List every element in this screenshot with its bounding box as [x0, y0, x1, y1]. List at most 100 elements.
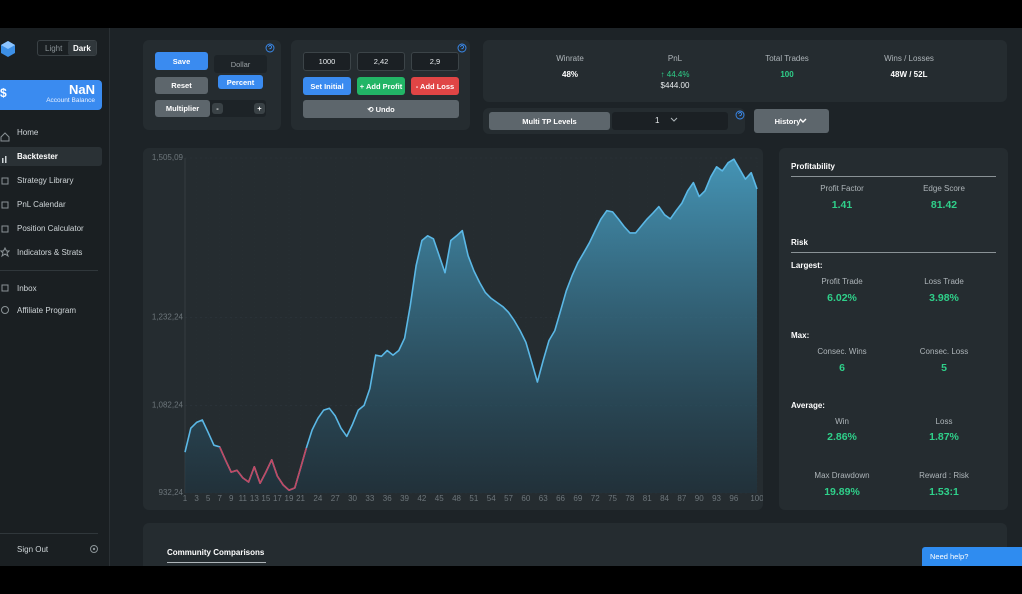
nav-item[interactable]: Affiliate Program: [17, 306, 76, 315]
x-tick-label: 57: [504, 494, 513, 503]
community-panel: [143, 523, 1007, 566]
history-button[interactable]: History: [754, 109, 829, 133]
metric-value: 3.98%: [929, 292, 959, 304]
profit-input[interactable]: 2,42: [357, 52, 405, 71]
x-tick-label: 21: [296, 494, 305, 503]
x-tick-label: 33: [365, 494, 374, 503]
sign-out[interactable]: Sign Out: [17, 545, 49, 554]
tab-underline: [167, 562, 266, 563]
theme-toggle[interactable]: [37, 40, 97, 56]
divider: [791, 176, 996, 177]
nav-item[interactable]: Strategy Library: [17, 176, 74, 185]
x-tick-label: 39: [400, 494, 409, 503]
community-tab[interactable]: Community Comparisons: [167, 548, 265, 557]
x-tick-label: 75: [608, 494, 617, 503]
metric-label: Loss: [935, 417, 953, 426]
x-tick-label: 90: [695, 494, 704, 503]
x-tick-label: 66: [556, 494, 565, 503]
tp-select[interactable]: [612, 112, 728, 130]
metric-value: 19.89%: [824, 486, 860, 498]
x-tick-label: 45: [435, 494, 444, 503]
undo-button[interactable]: ⟲ Undo: [303, 100, 459, 118]
x-tick-label: 72: [591, 494, 600, 503]
area: [185, 159, 757, 493]
x-tick-label: 13: [250, 494, 259, 503]
group-title: Max:: [791, 331, 810, 340]
stat-value: 48%: [561, 70, 579, 79]
divider: [0, 533, 98, 534]
tp-value[interactable]: 1: [655, 116, 660, 125]
settings-icon[interactable]: [89, 544, 99, 554]
nav-active: [0, 147, 102, 166]
x-tick-label: 96: [729, 494, 738, 503]
x-tick-label: 51: [469, 494, 478, 503]
nav-item[interactable]: Indicators & Strats: [17, 248, 83, 257]
negative-line: [218, 446, 308, 491]
save-button[interactable]: Save: [155, 52, 208, 70]
add-loss-button[interactable]: - Add Loss: [411, 77, 459, 95]
metrics-panel: [779, 148, 1008, 510]
y-tick-label: 1,505,09: [152, 153, 184, 162]
x-tick-label: 9: [229, 494, 234, 503]
stats-panel: [483, 40, 1007, 102]
balance-value: NaN: [68, 82, 95, 97]
metric-value: 1.41: [831, 199, 853, 211]
nav-item[interactable]: PnL Calendar: [17, 200, 66, 209]
nav-item[interactable]: Backtester: [17, 152, 58, 161]
x-tick-label: 63: [539, 494, 548, 503]
metric-label: Consec. Wins: [817, 347, 867, 356]
set-initial-button[interactable]: Set Initial: [303, 77, 351, 95]
metric-label: Edge Score: [923, 184, 965, 193]
reset-button[interactable]: Reset: [155, 77, 208, 94]
stat-value: 48W / 52L: [890, 70, 928, 79]
x-tick-label: 3: [194, 494, 199, 503]
section-title: Risk: [791, 238, 808, 247]
x-tick-label: 84: [660, 494, 669, 503]
y-tick-label: 1,082,24: [152, 400, 184, 409]
add-profit-button[interactable]: + Add Profit: [357, 77, 405, 95]
metric-value: 5: [941, 362, 947, 374]
theme-dark[interactable]: Dark: [73, 44, 91, 53]
x-tick-label: 5: [206, 494, 211, 503]
percent-toggle[interactable]: Percent: [218, 75, 263, 89]
metric-value: 6: [839, 362, 845, 374]
group-title: Largest:: [791, 261, 823, 270]
x-tick-label: 69: [573, 494, 582, 503]
stat-value: ↑ 44.4%: [660, 70, 690, 79]
multiplier-label: Multiplier: [155, 100, 210, 117]
metric-label: Win: [835, 417, 849, 426]
x-tick-label: 48: [452, 494, 461, 503]
x-tick-label: 36: [383, 494, 392, 503]
metric-label: Reward : Risk: [919, 471, 969, 480]
x-tick-label: 1: [183, 494, 188, 503]
equity-chart: 932,241,082,241,232,241,505,091 3 5 7 9 11 13 1…: [152, 153, 763, 503]
y-tick-label: 1,232,24: [152, 313, 184, 322]
x-tick-label: 60: [521, 494, 530, 503]
stat-sub: $444.00: [660, 81, 690, 90]
nav-icons: [0, 132, 10, 314]
initial-input[interactable]: 1000: [303, 52, 351, 71]
nav-item[interactable]: Position Calculator: [17, 224, 84, 233]
metric-value: 81.42: [930, 199, 958, 211]
theme-light[interactable]: Light: [45, 44, 63, 53]
help-button[interactable]: Need help?: [922, 547, 1022, 566]
nav-item[interactable]: Inbox: [17, 284, 37, 293]
stat-label: Wins / Losses: [884, 54, 934, 63]
multiplier-minus[interactable]: -: [212, 103, 223, 114]
nav-item[interactable]: Home: [17, 128, 39, 137]
x-tick-label: 42: [417, 494, 426, 503]
chevron: [799, 118, 807, 123]
x-tick-label: 24: [313, 494, 322, 503]
dollar-toggle[interactable]: Dollar: [214, 55, 267, 73]
tp-label: Multi TP Levels: [489, 112, 610, 130]
x-tick-label: 100: [750, 494, 763, 503]
multiplier-plus[interactable]: +: [254, 103, 265, 114]
section-title: Profitability: [791, 162, 836, 171]
x-tick-label: 19: [285, 494, 294, 503]
sidebar: [0, 28, 110, 566]
x-tick-label: 11: [239, 494, 248, 503]
chevron: [670, 117, 678, 122]
loss-input[interactable]: 2,9: [411, 52, 459, 71]
stat-label: Total Trades: [765, 54, 809, 63]
x-tick-label: 93: [712, 494, 721, 503]
